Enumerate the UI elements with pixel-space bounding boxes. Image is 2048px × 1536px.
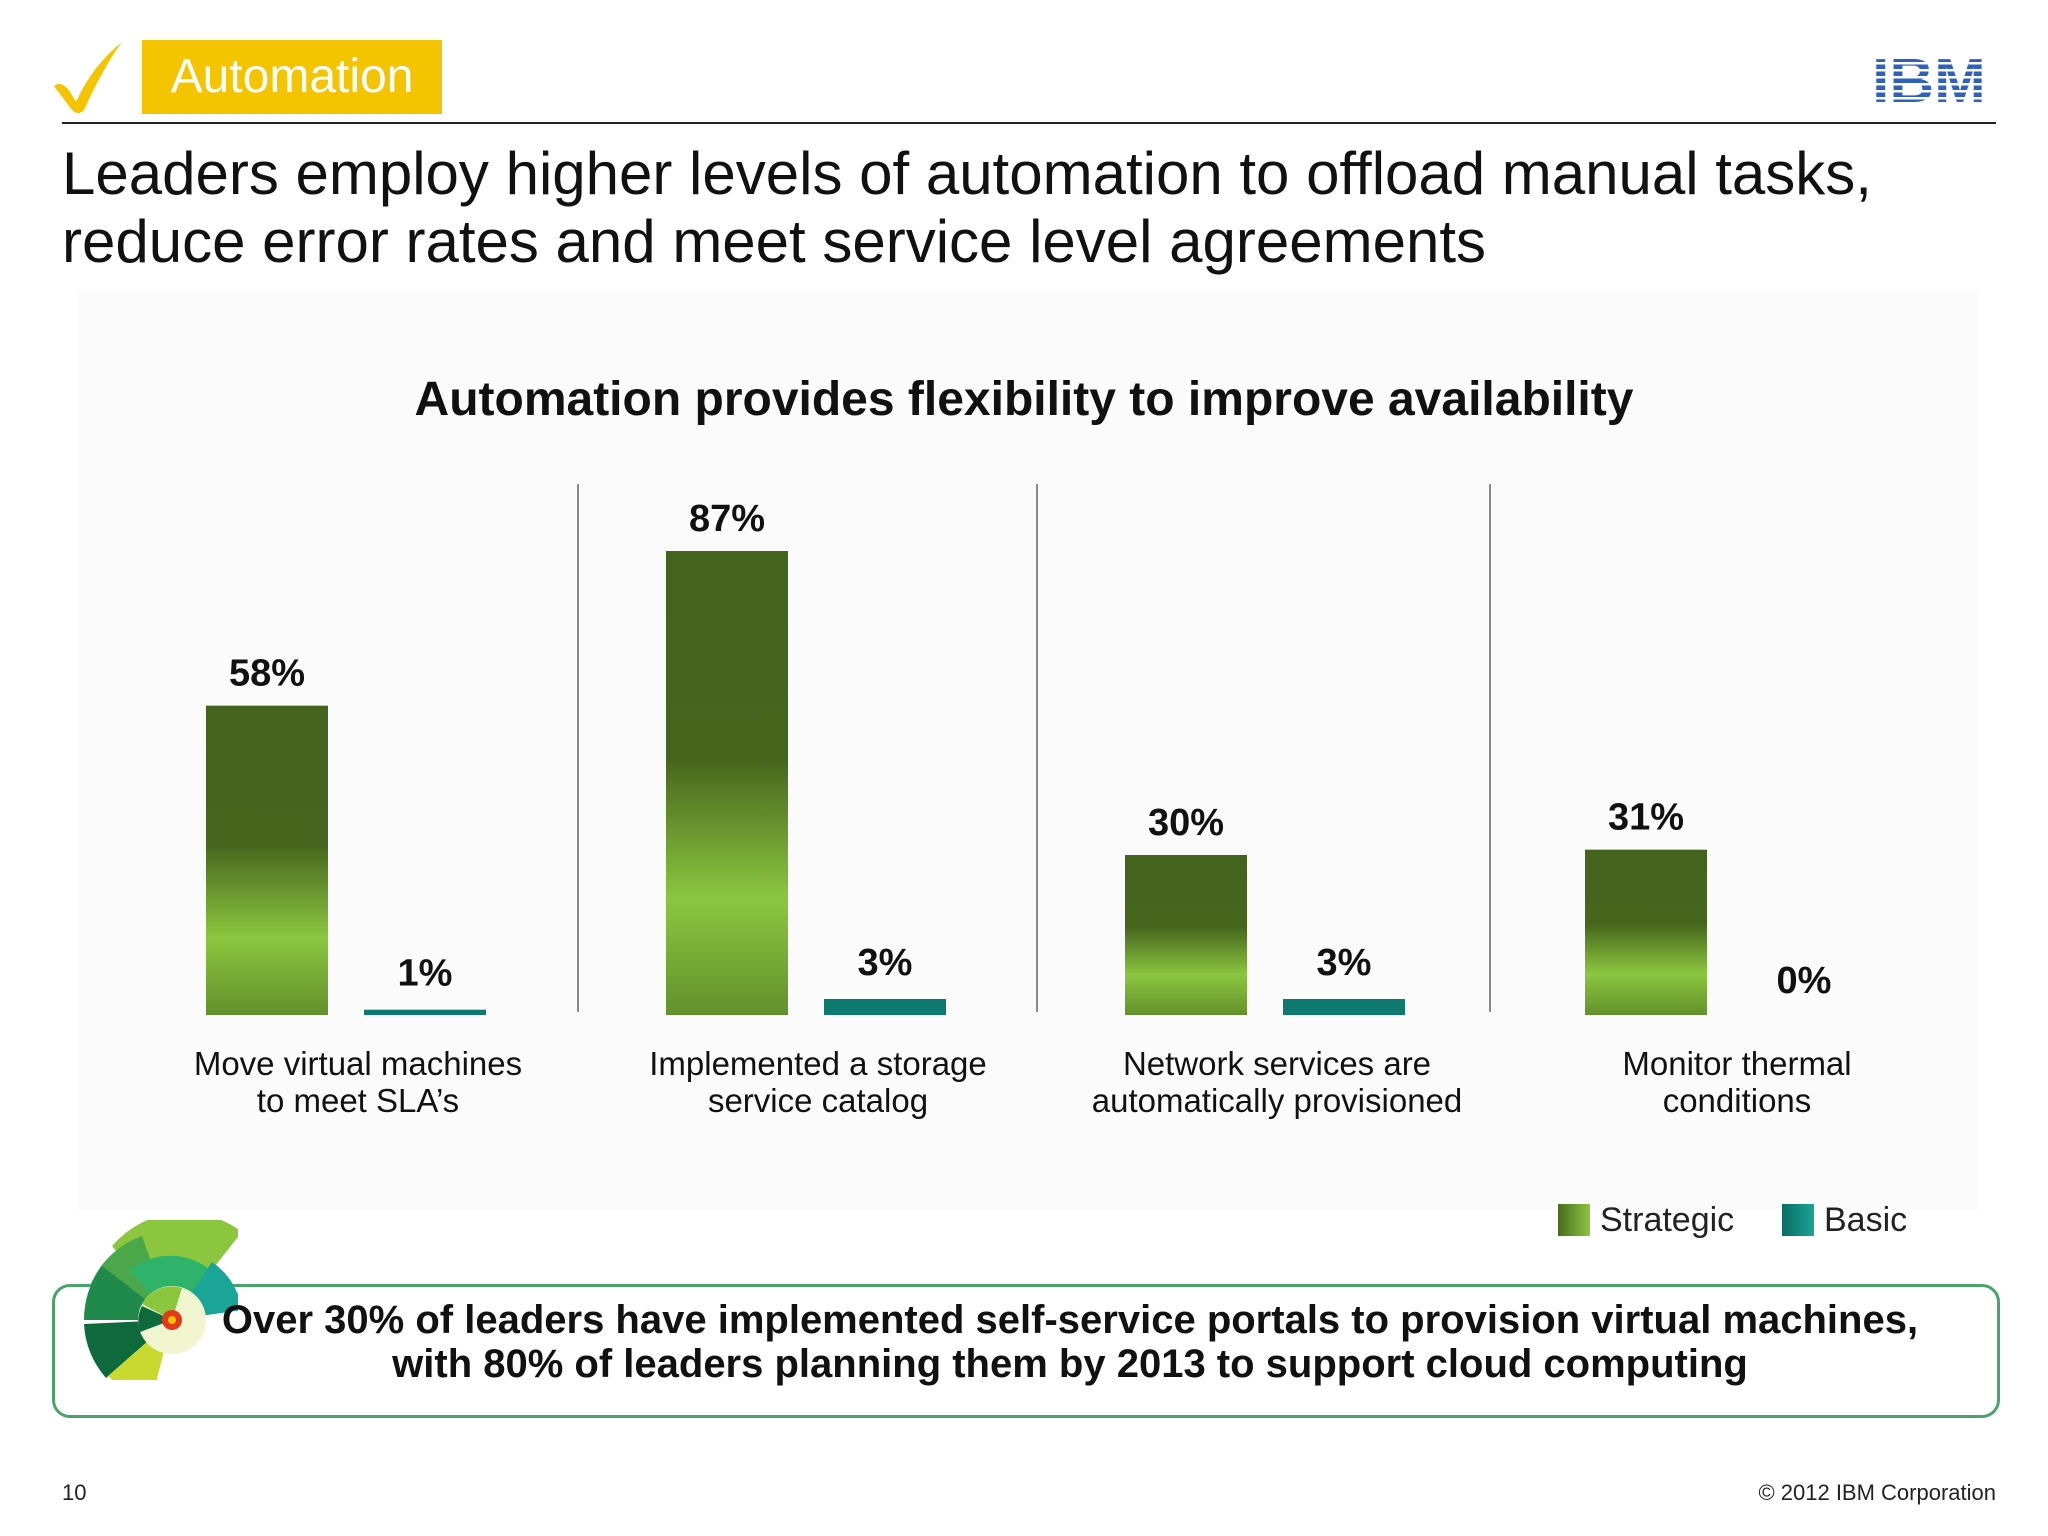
- data-label-strategic-1: 58%: [229, 653, 305, 695]
- header-divider: [62, 122, 1996, 124]
- chart-legend: Strategic Basic: [1558, 1200, 1998, 1240]
- bar-strategic-3: [1125, 855, 1247, 1015]
- legend-label-basic: Basic: [1824, 1200, 1908, 1239]
- copyright-notice: © 2012 IBM Corporation: [1758, 1480, 1996, 1505]
- data-label-basic-3: 3%: [1317, 942, 1372, 984]
- section-tag: Automation: [142, 40, 442, 114]
- callout-text: Over 30% of leaders have implemented sel…: [160, 1298, 1980, 1386]
- category-label-2-line-2: service catalog: [708, 1082, 928, 1119]
- bar-strategic-1: [206, 705, 328, 1015]
- data-label-strategic-3: 30%: [1148, 802, 1224, 844]
- data-label-strategic-2: 87%: [689, 498, 765, 540]
- data-label-basic-4: 0%: [1777, 960, 1832, 1002]
- chart-title: Automation provides flexibility to impro…: [414, 373, 1634, 426]
- category-label-4-line-2: conditions: [1663, 1082, 1812, 1119]
- bar-basic-3: [1283, 999, 1405, 1015]
- legend-swatch-strategic: [1558, 1204, 1590, 1236]
- page-number: 10: [62, 1480, 87, 1505]
- legend-swatch-basic: [1782, 1204, 1814, 1236]
- category-label-1-line-1: Move virtual machines: [194, 1045, 522, 1082]
- category-label-1-line-2: to meet SLA’s: [257, 1082, 459, 1119]
- chart-background: [78, 290, 1978, 1210]
- callout-line-2: with 80% of leaders planning them by 201…: [392, 1342, 1748, 1386]
- category-label-2-line-1: Implemented a storage: [649, 1045, 987, 1082]
- callout-box: [52, 1284, 2000, 1418]
- page-title: Leaders employ higher levels of automati…: [62, 140, 1872, 275]
- legend-item-strategic: Strategic: [1558, 1200, 1734, 1240]
- legend-item-basic: Basic: [1782, 1200, 1907, 1240]
- callout-line-1: Over 30% of leaders have implemented sel…: [221, 1298, 1919, 1342]
- bar-basic-2: [824, 999, 946, 1015]
- data-label-basic-2: 3%: [858, 942, 913, 984]
- category-label-3-line-2: automatically provisioned: [1092, 1082, 1463, 1119]
- data-label-basic-1: 1%: [398, 953, 453, 995]
- bar-basic-1: [364, 1009, 486, 1015]
- decorative-arcs-graphic: [83, 1220, 238, 1380]
- legend-label-strategic: Strategic: [1600, 1200, 1735, 1239]
- ibm-logo: IBM: [1872, 50, 1986, 106]
- bar-strategic-4: [1585, 849, 1707, 1015]
- category-label-3-line-1: Network services are: [1123, 1045, 1431, 1082]
- category-label-4-line-1: Monitor thermal: [1622, 1045, 1851, 1082]
- data-label-strategic-4: 31%: [1608, 797, 1684, 839]
- ibm-logo-text: IBM: [1872, 50, 1986, 106]
- checkmark-icon: [54, 42, 122, 113]
- bar-strategic-2: [666, 551, 788, 1015]
